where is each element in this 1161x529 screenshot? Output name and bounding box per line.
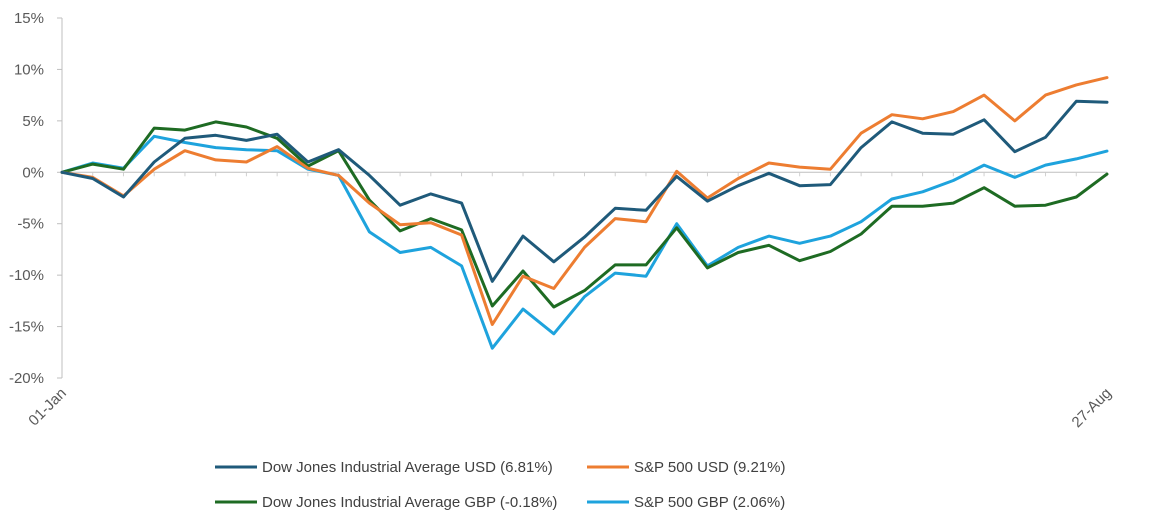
- y-tick-label: -5%: [17, 216, 44, 233]
- y-axis: 15% 10% 5% 0% -5% -10% -15% -20%: [9, 10, 63, 387]
- y-tick-label: 15%: [14, 10, 44, 27]
- y-tick-label: 10%: [14, 61, 44, 78]
- x-tick-label: 01-Jan: [25, 385, 69, 429]
- series-line: [60, 134, 1109, 350]
- x-axis: 01-Jan 27-Aug: [25, 171, 1115, 431]
- series-lines: [60, 76, 1109, 350]
- legend-label: S&P 500 GBP (2.06%): [634, 494, 785, 511]
- y-tick-label: -15%: [9, 319, 44, 336]
- legend: Dow Jones Industrial Average USD (6.81%)…: [215, 459, 785, 511]
- series-line: [60, 99, 1109, 283]
- legend-label: Dow Jones Industrial Average GBP (-0.18%…: [262, 494, 557, 511]
- series-line: [60, 120, 1109, 309]
- legend-label: S&P 500 USD (9.21%): [634, 459, 785, 476]
- x-tick-label: 27-Aug: [1069, 385, 1115, 431]
- series-line: [60, 76, 1109, 326]
- y-tick-label: 0%: [22, 164, 44, 181]
- y-tick-label: 5%: [22, 113, 44, 130]
- y-tick-label: -20%: [9, 370, 44, 387]
- legend-label: Dow Jones Industrial Average USD (6.81%): [262, 459, 553, 476]
- y-tick-label: -10%: [9, 267, 44, 284]
